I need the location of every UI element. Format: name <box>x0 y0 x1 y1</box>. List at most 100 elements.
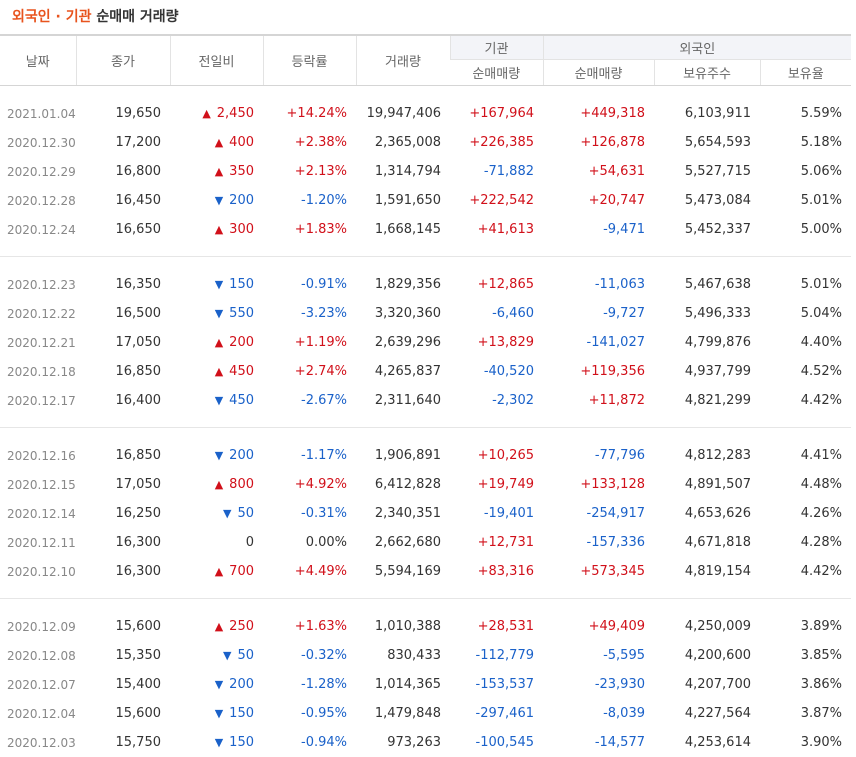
cell-rate: +1.19% <box>263 328 356 357</box>
cell-volume: 2,311,640 <box>356 386 450 415</box>
cell-foreign-hold: 6,103,911 <box>654 99 760 128</box>
cell-diff: ▲200 <box>170 328 263 357</box>
cell-diff-value: 350 <box>229 164 254 179</box>
triangle-up-icon: ▲ <box>202 107 210 120</box>
col-group-institution: 기관 <box>450 35 543 60</box>
cell-diff: ▼ 50 <box>170 641 263 670</box>
cell-volume: 1,479,848 <box>356 699 450 728</box>
cell-close: 16,500 <box>76 299 170 328</box>
cell-foreign-ratio: 5.01% <box>760 270 851 299</box>
cell-rate: -0.31% <box>263 499 356 528</box>
group-spacer <box>0 86 851 100</box>
cell-inst-net: -6,460 <box>450 299 543 328</box>
group-spacer <box>0 257 851 271</box>
col-group-foreign: 외국인 <box>543 35 851 60</box>
cell-foreign-net: +54,631 <box>543 157 654 186</box>
cell-rate: -2.67% <box>263 386 356 415</box>
cell-inst-net: +12,731 <box>450 528 543 557</box>
cell-close: 17,200 <box>76 128 170 157</box>
cell-diff-value: 200 <box>229 677 254 692</box>
cell-rate: +1.63% <box>263 612 356 641</box>
cell-close: 16,650 <box>76 215 170 244</box>
cell-inst-net: +13,829 <box>450 328 543 357</box>
cell-date: 2020.12.03 <box>0 728 76 757</box>
trading-table: 날짜 종가 전일비 등락률 거래량 기관 외국인 순매매량 순매매량 보유주수 … <box>0 34 851 757</box>
cell-volume: 1,591,650 <box>356 186 450 215</box>
cell-close: 16,400 <box>76 386 170 415</box>
cell-diff-value: 800 <box>229 477 254 492</box>
cell-diff: ▲350 <box>170 157 263 186</box>
cell-foreign-hold: 5,496,333 <box>654 299 760 328</box>
triangle-down-icon: ▼ <box>215 449 223 462</box>
cell-close: 16,300 <box>76 557 170 586</box>
cell-foreign-net: -77,796 <box>543 441 654 470</box>
group-divider <box>0 415 851 428</box>
cell-date: 2020.12.18 <box>0 357 76 386</box>
col-header-foreign-net: 순매매량 <box>543 60 654 86</box>
cell-volume: 4,265,837 <box>356 357 450 386</box>
cell-date: 2021.01.04 <box>0 99 76 128</box>
cell-rate: -1.28% <box>263 670 356 699</box>
cell-close: 17,050 <box>76 328 170 357</box>
cell-volume: 2,662,680 <box>356 528 450 557</box>
cell-close: 16,250 <box>76 499 170 528</box>
cell-inst-net: +12,865 <box>450 270 543 299</box>
cell-diff: ▼150 <box>170 699 263 728</box>
cell-foreign-net: +11,872 <box>543 386 654 415</box>
cell-volume: 1,314,794 <box>356 157 450 186</box>
cell-foreign-hold: 4,207,700 <box>654 670 760 699</box>
cell-diff: ▼450 <box>170 386 263 415</box>
cell-rate: +2.13% <box>263 157 356 186</box>
cell-diff-value: 150 <box>229 277 254 292</box>
cell-foreign-hold: 4,812,283 <box>654 441 760 470</box>
cell-diff-value: 50 <box>237 648 254 663</box>
cell-close: 15,750 <box>76 728 170 757</box>
cell-date: 2020.12.21 <box>0 328 76 357</box>
cell-inst-net: -100,545 <box>450 728 543 757</box>
cell-date: 2020.12.24 <box>0 215 76 244</box>
cell-close: 16,800 <box>76 157 170 186</box>
cell-inst-net: +19,749 <box>450 470 543 499</box>
cell-foreign-net: -23,930 <box>543 670 654 699</box>
cell-inst-net: -2,302 <box>450 386 543 415</box>
section-title-highlight: 외국인 · 기관 <box>12 9 91 25</box>
cell-foreign-net: +119,356 <box>543 357 654 386</box>
cell-diff: ▲450 <box>170 357 263 386</box>
cell-foreign-ratio: 5.01% <box>760 186 851 215</box>
cell-foreign-ratio: 3.89% <box>760 612 851 641</box>
triangle-down-icon: ▼ <box>223 507 231 520</box>
cell-foreign-net: +20,747 <box>543 186 654 215</box>
cell-foreign-net: -14,577 <box>543 728 654 757</box>
cell-diff-value: 450 <box>229 364 254 379</box>
cell-volume: 973,263 <box>356 728 450 757</box>
cell-foreign-hold: 4,250,009 <box>654 612 760 641</box>
cell-diff-value: 50 <box>237 506 254 521</box>
cell-foreign-hold: 4,937,799 <box>654 357 760 386</box>
cell-rate: -1.20% <box>263 186 356 215</box>
cell-diff: ▲250 <box>170 612 263 641</box>
triangle-up-icon: ▲ <box>215 136 223 149</box>
cell-rate: +14.24% <box>263 99 356 128</box>
cell-foreign-net: -254,917 <box>543 499 654 528</box>
cell-diff: ▲2,450 <box>170 99 263 128</box>
triangle-down-icon: ▼ <box>215 278 223 291</box>
triangle-down-icon: ▼ <box>223 649 231 662</box>
triangle-up-icon: ▲ <box>215 565 223 578</box>
cell-foreign-ratio: 4.48% <box>760 470 851 499</box>
cell-inst-net: +226,385 <box>450 128 543 157</box>
cell-foreign-hold: 4,227,564 <box>654 699 760 728</box>
cell-inst-net: -153,537 <box>450 670 543 699</box>
group-spacer <box>0 428 851 442</box>
cell-volume: 6,412,828 <box>356 470 450 499</box>
